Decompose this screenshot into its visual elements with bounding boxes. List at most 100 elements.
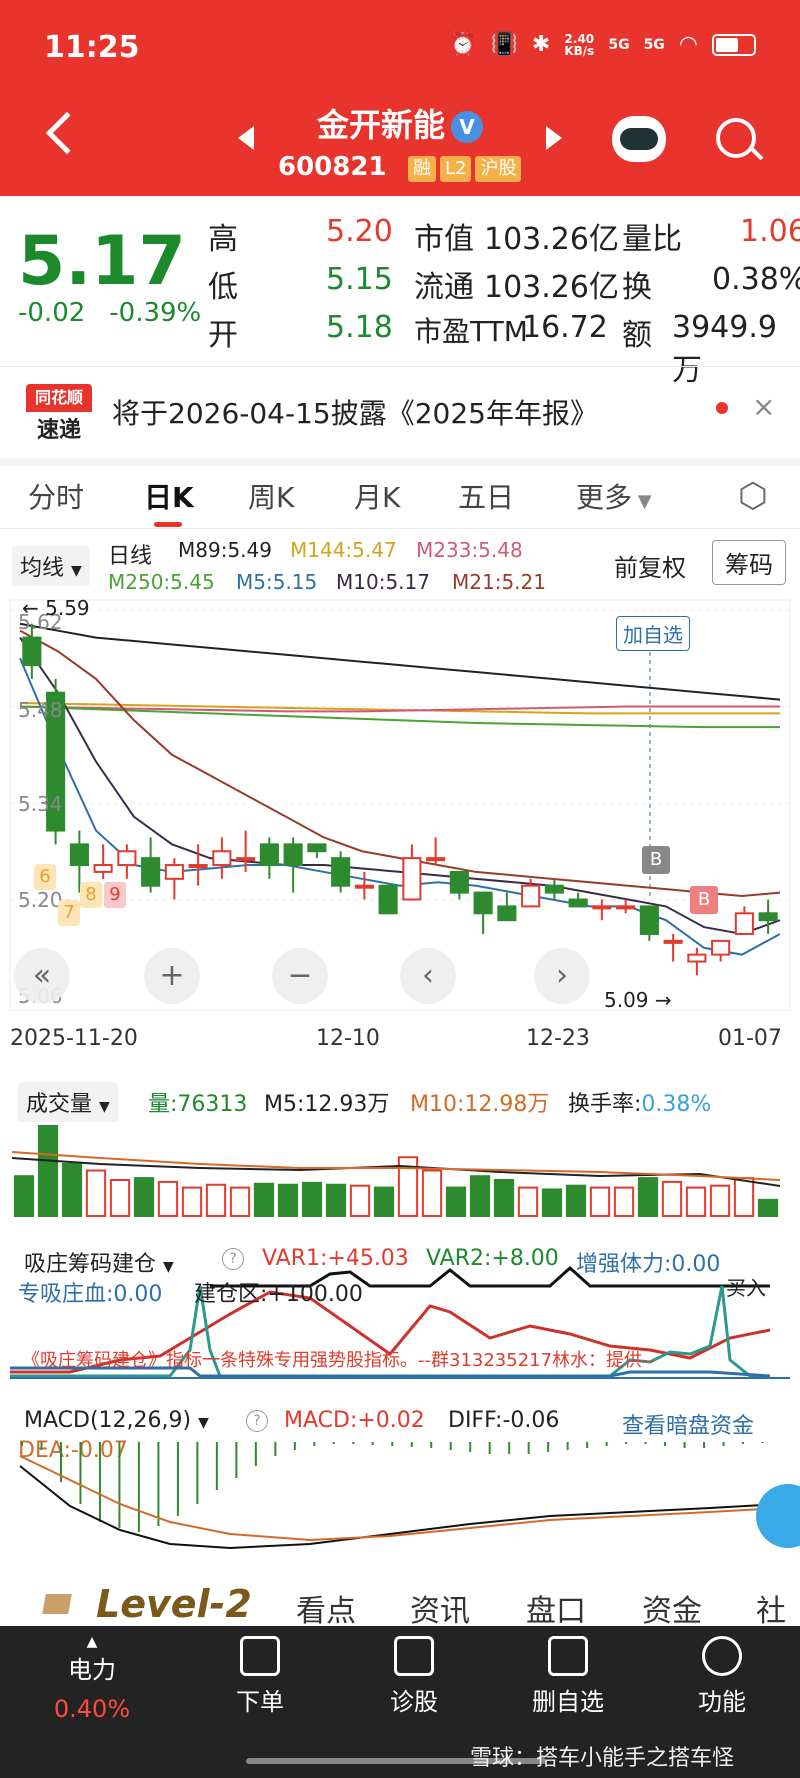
volume-bar <box>469 1175 491 1217</box>
ma-selector[interactable]: 均线 ▼ <box>12 546 90 586</box>
quote-open: 5.18 <box>326 310 393 345</box>
quote-pe: 16.72 <box>522 310 608 345</box>
macd-diff: DIFF:-0.06 <box>448 1408 560 1433</box>
notice-close-button[interactable]: × <box>752 390 776 423</box>
level2-tab-orderbook[interactable]: 盘口 <box>526 1594 586 1629</box>
candle-body <box>473 891 493 915</box>
volume-chart[interactable] <box>0 1116 800 1226</box>
nav-order[interactable]: 下单 <box>200 1636 320 1717</box>
tab-weekly-k[interactable]: 周K <box>248 481 295 514</box>
volume-bar <box>181 1186 203 1218</box>
quote-mktcap: 103.26亿 <box>484 222 619 257</box>
volume-bar <box>133 1177 155 1217</box>
nav-remove-favorite[interactable]: 删自选 <box>508 1636 628 1717</box>
indicator1-selector[interactable]: 吸庄筹码建仓 ▼ <box>24 1252 174 1277</box>
volume-bar <box>277 1183 299 1217</box>
stock-name: 金开新能 V <box>0 100 800 146</box>
next-stock-button[interactable] <box>546 126 562 150</box>
quote-key-turnover: 换 <box>622 270 652 305</box>
quote-volratio: 1.06 <box>740 214 800 249</box>
vibrate-icon: 📳 <box>490 32 518 57</box>
adjust-toggle[interactable]: 前复权 <box>614 554 686 582</box>
y-label-3: 5.34 <box>18 792 63 816</box>
level2-tab-highlights[interactable]: 看点 <box>296 1594 356 1629</box>
macd-chart[interactable] <box>10 1436 790 1552</box>
volume-bar <box>397 1156 419 1217</box>
ma-line <box>19 622 781 701</box>
tab-intraday[interactable]: 分时 <box>28 481 85 514</box>
dark-pool-link[interactable]: 查看暗盘资金 <box>622 1414 755 1439</box>
volume-bar <box>565 1184 587 1218</box>
diagnose-icon <box>394 1636 434 1676</box>
quote-key-high: 高 <box>208 222 238 257</box>
candle-body <box>616 905 636 910</box>
ma-m233: M233:5.48 <box>416 538 523 562</box>
candle-body <box>402 857 422 901</box>
badge-9: 9 <box>104 882 126 908</box>
robot-assistant-icon[interactable] <box>612 116 666 162</box>
ma-m250: M250:5.45 <box>108 570 215 594</box>
volume-bar <box>757 1198 779 1217</box>
zoom-out-far-button[interactable]: « <box>14 948 70 1004</box>
volume-bar <box>541 1188 563 1218</box>
chips-button[interactable]: 筹码 <box>712 540 786 585</box>
buy-signal: 买入 <box>726 1276 766 1300</box>
volume-m10: M10:12.98万 <box>410 1092 550 1117</box>
level2-tab-funds[interactable]: 资金 <box>642 1594 702 1629</box>
tab-monthly-k[interactable]: 月K <box>354 481 401 514</box>
zoom-out-button[interactable]: − <box>272 948 328 1004</box>
candle-body <box>378 884 398 915</box>
level2-brand[interactable]: Level-2 <box>96 1582 252 1626</box>
indicator1-var1: VAR1:+45.03 <box>262 1246 409 1271</box>
candle-body <box>568 898 588 908</box>
nav-functions[interactable]: 功能 <box>662 1636 782 1717</box>
tab-more[interactable]: 更多 ▼ <box>576 481 652 514</box>
sector-power[interactable]: ▲ 电力 0.40% <box>32 1634 152 1723</box>
volume-bar <box>445 1186 467 1218</box>
tab-five-day[interactable]: 五日 <box>458 481 515 514</box>
indicator1-chart[interactable] <box>10 1234 790 1380</box>
prev-stock-button[interactable] <box>238 126 254 150</box>
candle-body <box>354 884 374 889</box>
volume-bar <box>661 1180 683 1217</box>
candle-body <box>307 843 327 853</box>
volume-selector[interactable]: 成交量 ▼ <box>18 1082 118 1122</box>
add-favorite-marker[interactable]: 加自选 <box>616 616 690 651</box>
current-price: 5.17 <box>18 222 186 301</box>
notice-text[interactable]: 将于2026-04-15披露《2025年年报》 <box>112 397 598 430</box>
candle-body <box>521 884 541 908</box>
candle-body <box>22 636 42 667</box>
b-marker: B <box>642 846 670 874</box>
indicator1-zhuang: 专吸庄血:0.00 <box>18 1282 163 1307</box>
volume-bar <box>109 1179 131 1217</box>
zoom-in-button[interactable]: + <box>144 948 200 1004</box>
kline-chart[interactable] <box>0 596 800 1016</box>
help-icon[interactable]: ? <box>222 1246 244 1271</box>
volume-m10-line <box>11 1151 781 1181</box>
assistant-bulb-icon[interactable] <box>756 1484 800 1548</box>
nav-diagnose[interactable]: 诊股 <box>354 1636 474 1717</box>
scroll-left-button[interactable]: ‹ <box>400 948 456 1004</box>
candle-body <box>639 905 659 935</box>
volume-bar <box>13 1175 35 1217</box>
settings-hex-icon[interactable]: ⬡ <box>738 476 768 516</box>
level2-tab-social[interactable]: 社 <box>756 1594 786 1629</box>
quote-turnover: 0.38% <box>712 262 800 297</box>
macd-selector[interactable]: MACD(12,26,9) ▼ <box>24 1408 209 1433</box>
quote-high: 5.20 <box>326 214 393 249</box>
tab-daily-k[interactable]: 日K <box>144 481 194 514</box>
level2-tab-news[interactable]: 资讯 <box>410 1594 470 1629</box>
caret-up-icon: ▲ <box>86 1634 98 1650</box>
macd-help-icon[interactable]: ? <box>246 1408 268 1433</box>
candle-body <box>663 939 683 944</box>
ma-line <box>19 637 781 935</box>
volume-bar <box>517 1186 539 1218</box>
stock-tags: 融 L2 沪股 <box>408 156 522 182</box>
y-label-2: 5.48 <box>18 698 63 722</box>
search-icon[interactable] <box>716 118 756 158</box>
wifi-icon: ◠ <box>678 32 698 57</box>
scroll-right-button[interactable]: › <box>534 948 590 1004</box>
candle-body <box>188 864 208 869</box>
volume-bar <box>61 1162 83 1217</box>
macd-dea: DEA:-0.07 <box>18 1438 128 1463</box>
